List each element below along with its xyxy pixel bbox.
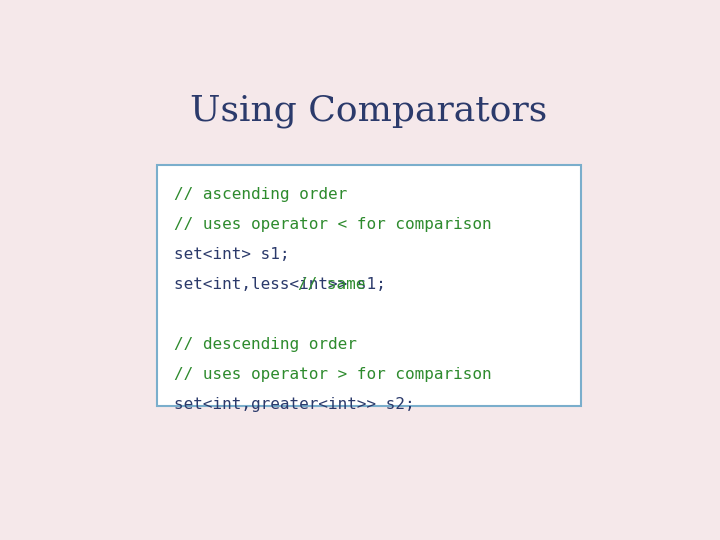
FancyBboxPatch shape (157, 165, 581, 406)
Text: // uses operator > for comparison: // uses operator > for comparison (174, 367, 491, 382)
Text: // descending order: // descending order (174, 337, 356, 352)
Text: // ascending order: // ascending order (174, 187, 347, 202)
Text: // uses operator < for comparison: // uses operator < for comparison (174, 218, 491, 232)
Text: // same: // same (297, 277, 365, 292)
Text: set<int,less<int>> s1;: set<int,less<int>> s1; (174, 277, 395, 292)
Text: Using Comparators: Using Comparators (190, 94, 548, 128)
Text: set<int> s1;: set<int> s1; (174, 247, 289, 262)
Text: set<int,greater<int>> s2;: set<int,greater<int>> s2; (174, 397, 414, 412)
